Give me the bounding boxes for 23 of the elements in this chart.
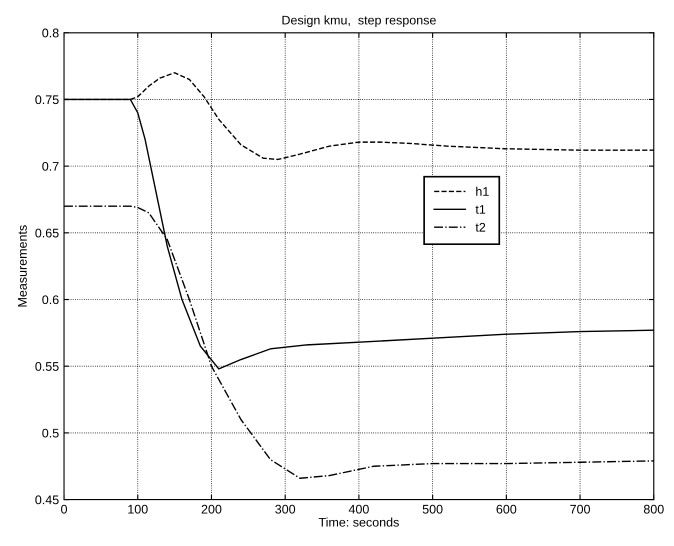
x-tick-label: 200 bbox=[202, 504, 222, 514]
x-tick-label: 300 bbox=[275, 504, 296, 514]
x-axis-title: Time: seconds bbox=[318, 517, 399, 527]
x-tick-label: 400 bbox=[348, 504, 369, 514]
x-tick-label: 600 bbox=[496, 504, 516, 514]
y-axis-title: Measurements bbox=[18, 225, 27, 306]
x-tick-label: 100 bbox=[128, 504, 148, 514]
y-tick-label: 0.55 bbox=[35, 362, 59, 371]
y-tick-label: 0.6 bbox=[42, 295, 59, 304]
y-tick-label: 0.7 bbox=[42, 162, 59, 171]
x-tick-label: 500 bbox=[422, 504, 443, 514]
y-tick-label: 0.5 bbox=[42, 428, 59, 438]
chart-title: Design kmu, step response bbox=[282, 15, 436, 28]
legend-label: t2 bbox=[476, 222, 486, 232]
legend-label: h1 bbox=[476, 186, 489, 196]
y-tick-label: 0.8 bbox=[42, 28, 59, 38]
x-tick-label: 0 bbox=[61, 504, 68, 514]
y-tick-label: 0.45 bbox=[35, 495, 59, 504]
x-tick-label: 700 bbox=[570, 504, 590, 514]
legend-label: t1 bbox=[476, 205, 486, 214]
y-tick-label: 0.75 bbox=[35, 95, 59, 104]
x-tick-label: 800 bbox=[644, 504, 664, 514]
y-tick-label: 0.65 bbox=[35, 228, 59, 238]
